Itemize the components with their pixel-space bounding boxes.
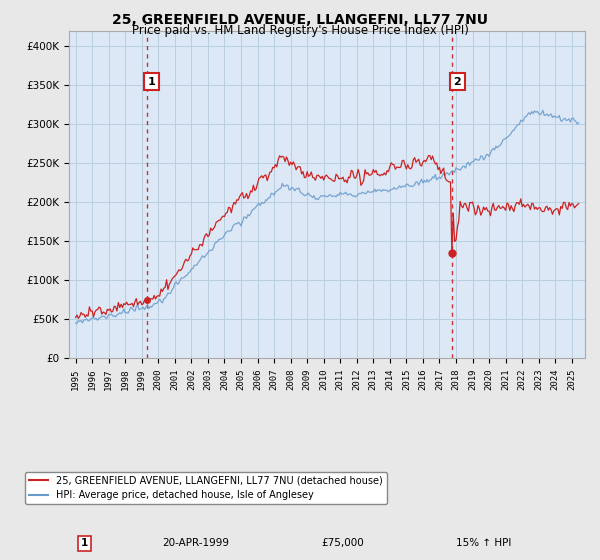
- Text: Price paid vs. HM Land Registry's House Price Index (HPI): Price paid vs. HM Land Registry's House …: [131, 24, 469, 36]
- Text: £75,000: £75,000: [321, 539, 364, 548]
- Text: 20-APR-1999: 20-APR-1999: [162, 539, 229, 548]
- Text: 1: 1: [148, 77, 155, 86]
- Text: 2: 2: [454, 77, 461, 86]
- Text: 25, GREENFIELD AVENUE, LLANGEFNI, LL77 7NU: 25, GREENFIELD AVENUE, LLANGEFNI, LL77 7…: [112, 13, 488, 27]
- Legend: 25, GREENFIELD AVENUE, LLANGEFNI, LL77 7NU (detached house), HPI: Average price,: 25, GREENFIELD AVENUE, LLANGEFNI, LL77 7…: [25, 472, 386, 504]
- Text: 15% ↑ HPI: 15% ↑ HPI: [456, 539, 511, 548]
- Text: 1: 1: [81, 539, 88, 548]
